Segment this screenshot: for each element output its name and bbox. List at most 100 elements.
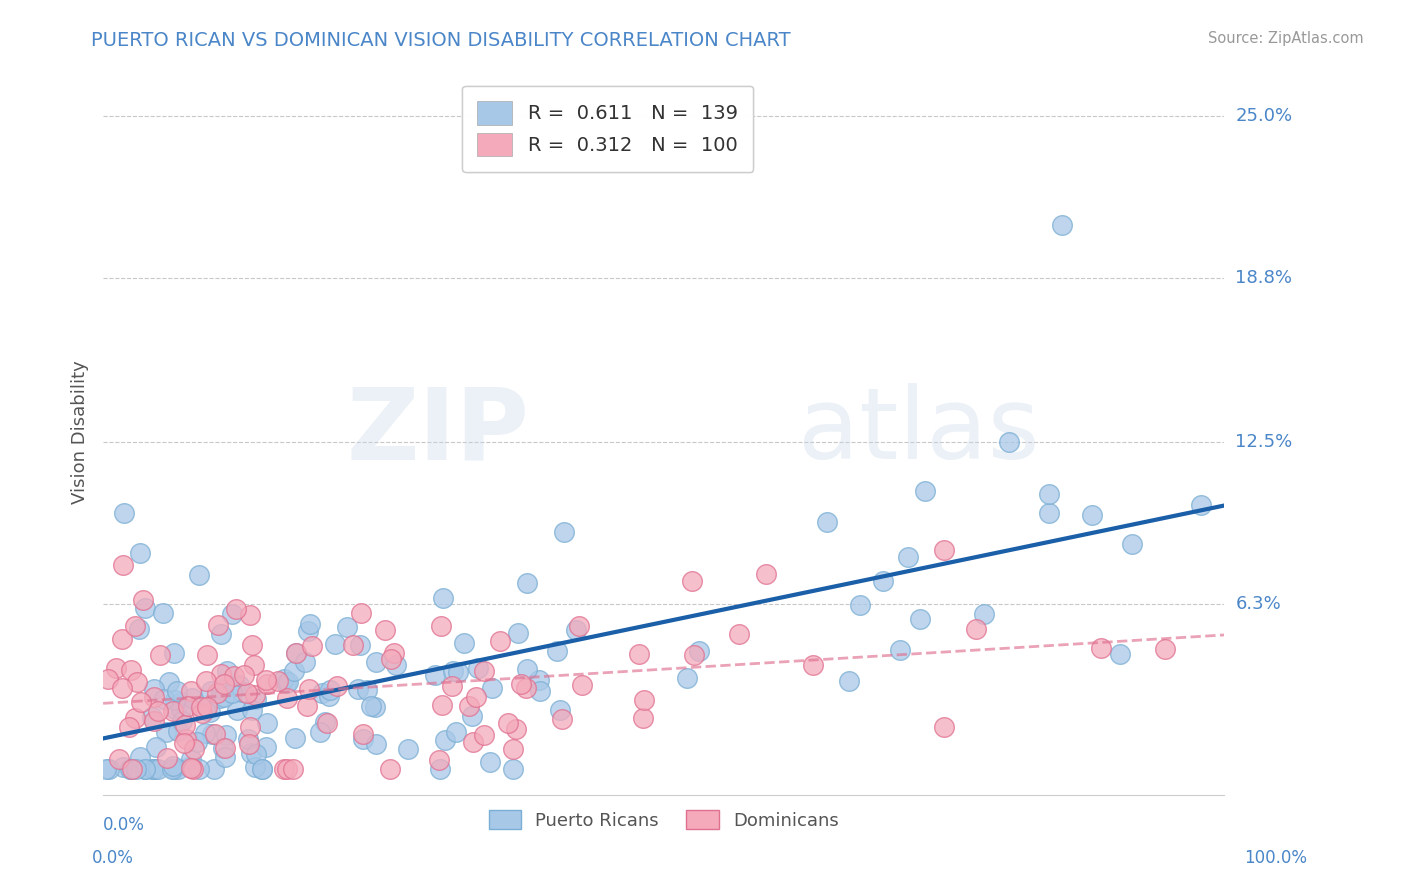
Point [1189, 499, 1212, 513]
Point [908, 612, 931, 626]
Point [897, 549, 920, 564]
Point [124, 619, 146, 633]
Point [183, 741, 205, 756]
Point [447, 665, 470, 679]
Point [380, 652, 402, 666]
Point [1121, 537, 1143, 551]
Point [226, 703, 249, 717]
Point [325, 637, 347, 651]
Text: 12.5%: 12.5% [1236, 434, 1292, 451]
Point [478, 755, 501, 769]
Point [295, 699, 318, 714]
Point [1109, 647, 1132, 661]
Point [297, 624, 319, 638]
Point [283, 762, 305, 776]
Point [243, 658, 266, 673]
Point [1038, 506, 1060, 520]
Point [221, 685, 243, 699]
Point [973, 607, 995, 622]
Point [225, 601, 247, 615]
Point [157, 674, 180, 689]
Point [464, 690, 486, 705]
Point [211, 741, 233, 756]
Point [467, 661, 489, 675]
Point [472, 728, 495, 742]
Point [187, 567, 209, 582]
Point [214, 750, 236, 764]
Point [169, 696, 191, 710]
Point [141, 762, 163, 776]
Point [152, 606, 174, 620]
Point [502, 762, 524, 776]
Point [153, 692, 176, 706]
Point [204, 727, 226, 741]
Point [489, 634, 512, 648]
Point [815, 515, 838, 529]
Point [568, 618, 591, 632]
Point [146, 762, 169, 776]
Text: PUERTO RICAN VS DOMINICAN VISION DISABILITY CORRELATION CHART: PUERTO RICAN VS DOMINICAN VISION DISABIL… [91, 31, 792, 50]
Point [505, 722, 527, 736]
Point [441, 665, 464, 679]
Point [676, 671, 699, 685]
Point [378, 762, 401, 776]
Point [256, 677, 278, 691]
Point [298, 617, 321, 632]
Point [273, 762, 295, 776]
Point [105, 660, 128, 674]
Point [1090, 641, 1112, 656]
Point [180, 752, 202, 766]
Text: 18.8%: 18.8% [1236, 268, 1292, 286]
Point [527, 673, 550, 687]
Point [112, 558, 135, 573]
Point [352, 727, 374, 741]
Point [250, 762, 273, 776]
Point [148, 704, 170, 718]
Point [209, 682, 232, 697]
Point [461, 735, 484, 749]
Point [155, 724, 177, 739]
Point [212, 677, 235, 691]
Point [274, 676, 297, 690]
Point [134, 762, 156, 776]
Legend: R =  0.611   N =  139, R =  0.312   N =  100: R = 0.611 N = 139, R = 0.312 N = 100 [461, 86, 754, 172]
Point [224, 679, 246, 693]
Point [162, 705, 184, 719]
Point [236, 731, 259, 746]
Point [309, 725, 332, 739]
Point [207, 618, 229, 632]
Point [134, 601, 156, 615]
Point [214, 741, 236, 756]
Point [441, 679, 464, 693]
Point [347, 682, 370, 697]
Point [200, 684, 222, 698]
Point [208, 691, 231, 706]
Point [546, 644, 568, 658]
Point [167, 762, 190, 776]
Point [195, 673, 218, 688]
Point [145, 740, 167, 755]
Point [364, 655, 387, 669]
Point [374, 623, 396, 637]
Point [118, 720, 141, 734]
Point [124, 711, 146, 725]
Point [215, 728, 238, 742]
Point [481, 681, 503, 695]
Point [472, 665, 495, 679]
Point [319, 683, 342, 698]
Point [163, 646, 186, 660]
Point [190, 706, 212, 720]
Point [294, 655, 316, 669]
Point [125, 675, 148, 690]
Point [551, 712, 574, 726]
Point [243, 760, 266, 774]
Point [233, 668, 256, 682]
Point [433, 733, 456, 747]
Point [143, 682, 166, 697]
Point [94, 762, 117, 776]
Point [120, 663, 142, 677]
Point [194, 704, 217, 718]
Point [240, 639, 263, 653]
Point [1038, 487, 1060, 501]
Point [277, 675, 299, 690]
